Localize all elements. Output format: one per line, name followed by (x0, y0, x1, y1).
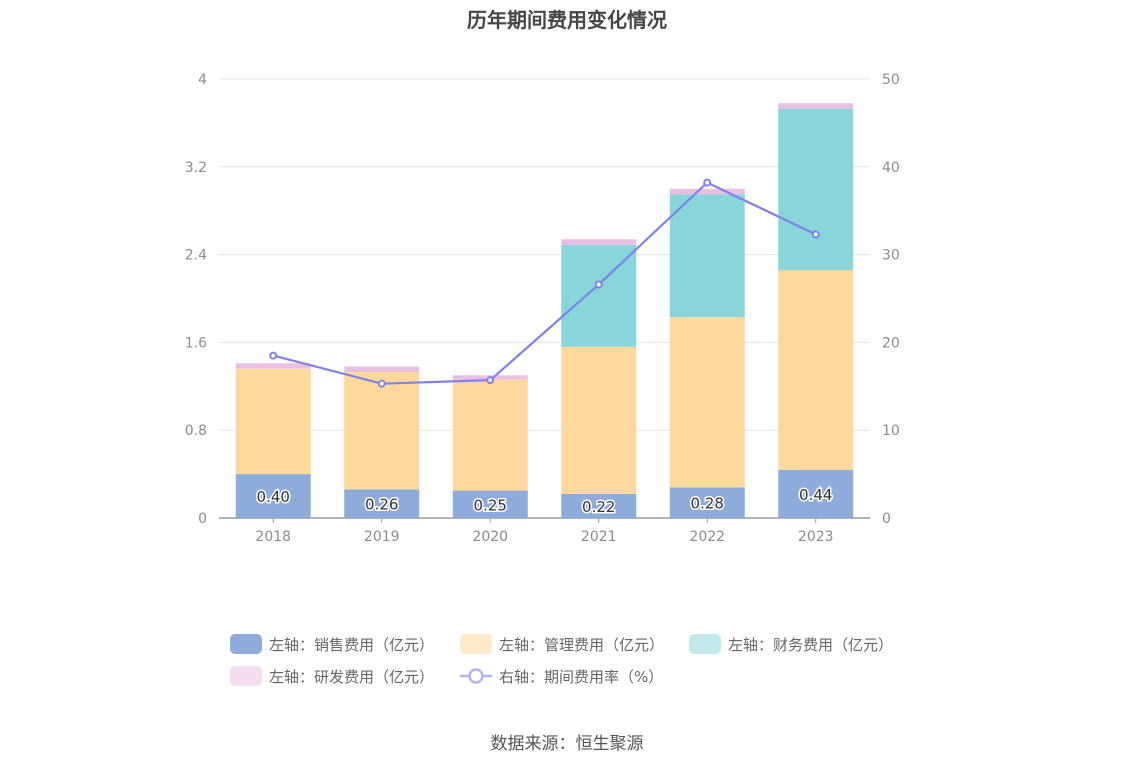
chart-title: 历年期间费用变化情况 (467, 8, 667, 32)
bar-value-label: 0.40 (257, 488, 290, 506)
legend-swatch (230, 634, 262, 654)
rate-line-path (272, 181, 817, 385)
bar-value-label: 0.25 (474, 496, 507, 514)
x-tick-label: 2021 (581, 529, 617, 545)
right-tick-label: 40 (882, 160, 900, 176)
legend-item-2[interactable]: 左轴：财务费用（亿元） (689, 634, 893, 654)
left-tick-label: 3.2 (185, 160, 207, 176)
right-tick-label: 20 (882, 335, 900, 351)
x-tick-label: 2018 (255, 529, 291, 545)
bar-value-label: 0.44 (799, 486, 832, 504)
rate-point (486, 376, 495, 385)
bar-segment-1 (344, 372, 420, 490)
right-axis: 0 10 20 30 40 50 (882, 72, 900, 527)
grid-lines (219, 78, 870, 431)
legend-label: 左轴：财务费用（亿元） (728, 636, 893, 654)
rate-point (703, 178, 712, 187)
bar-value-label: 0.28 (691, 495, 724, 513)
bars (235, 103, 854, 518)
bar-segment-3 (778, 103, 854, 109)
bar-segment-3 (344, 366, 420, 373)
legend-label: 左轴：管理费用（亿元） (499, 636, 664, 654)
bar-segment-1 (235, 368, 311, 475)
left-axis: 0 0.8 1.6 2.4 3.2 4 (185, 72, 207, 527)
rate-point (594, 280, 603, 289)
bar-value-label: 0.22 (582, 498, 615, 516)
bar-segment-3 (561, 239, 637, 245)
bar-segment-0 (561, 493, 637, 518)
right-tick-label: 10 (882, 423, 900, 439)
legend-label: 右轴：期间费用率（%） (499, 668, 663, 686)
bar-segment-3 (669, 188, 745, 195)
legend-swatch (460, 634, 492, 654)
rate-line (269, 178, 820, 388)
legend-item-1[interactable]: 左轴：管理费用（亿元） (460, 634, 664, 654)
left-tick-label: 4 (198, 72, 207, 88)
right-tick-label: 50 (882, 72, 900, 88)
left-tick-label: 2.4 (185, 248, 207, 264)
bar-segment-0 (452, 490, 528, 518)
left-tick-label: 0 (198, 511, 207, 527)
legend-label: 左轴：销售费用（亿元） (269, 636, 434, 654)
bar-value-label: 0.26 (365, 496, 398, 514)
left-tick-label: 0.8 (185, 423, 207, 439)
bar-segment-2 (669, 194, 745, 318)
data-labels: 0.40 0.26 0.25 0.22 0.28 0.44 (255, 484, 834, 517)
legend-item-4[interactable]: 右轴：期间费用率（%） (460, 668, 663, 686)
x-tick-label: 2022 (689, 529, 725, 545)
bar-segment-0 (235, 474, 311, 518)
bar-segment-0 (344, 489, 420, 518)
legend-marker-swatch (468, 668, 484, 684)
rate-point (377, 379, 386, 388)
bar-segment-0 (669, 487, 745, 518)
rate-point (269, 351, 278, 360)
legend-label: 左轴：研发费用（亿元） (269, 668, 434, 686)
x-tick-label: 2023 (798, 529, 834, 545)
legend-swatch (230, 666, 262, 686)
x-tick-label: 2020 (472, 529, 508, 545)
right-tick-label: 30 (882, 248, 900, 264)
bar-segment-1 (669, 317, 745, 488)
rate-point (811, 230, 820, 239)
legend: 左轴：销售费用（亿元） 左轴：管理费用（亿元） 左轴：财务费用（亿元） 左轴：研发费用… (230, 634, 893, 686)
x-tick-label: 2019 (364, 529, 400, 545)
legend-swatch (689, 634, 721, 654)
bar-segment-3 (235, 363, 311, 369)
bar-segment-1 (452, 379, 528, 491)
left-tick-label: 1.6 (185, 335, 207, 351)
right-tick-label: 0 (882, 511, 891, 527)
source-note: 数据来源：恒生聚源 (490, 734, 644, 754)
x-axis: 2018 2019 2020 2021 2022 2023 (219, 517, 870, 545)
bar-segment-1 (778, 269, 854, 470)
legend-item-0[interactable]: 左轴：销售费用（亿元） (230, 634, 434, 654)
bar-segment-1 (561, 346, 637, 494)
bar-segment-0 (778, 469, 854, 518)
legend-item-3[interactable]: 左轴：研发费用（亿元） (230, 666, 434, 686)
bar-segment-2 (778, 108, 854, 270)
